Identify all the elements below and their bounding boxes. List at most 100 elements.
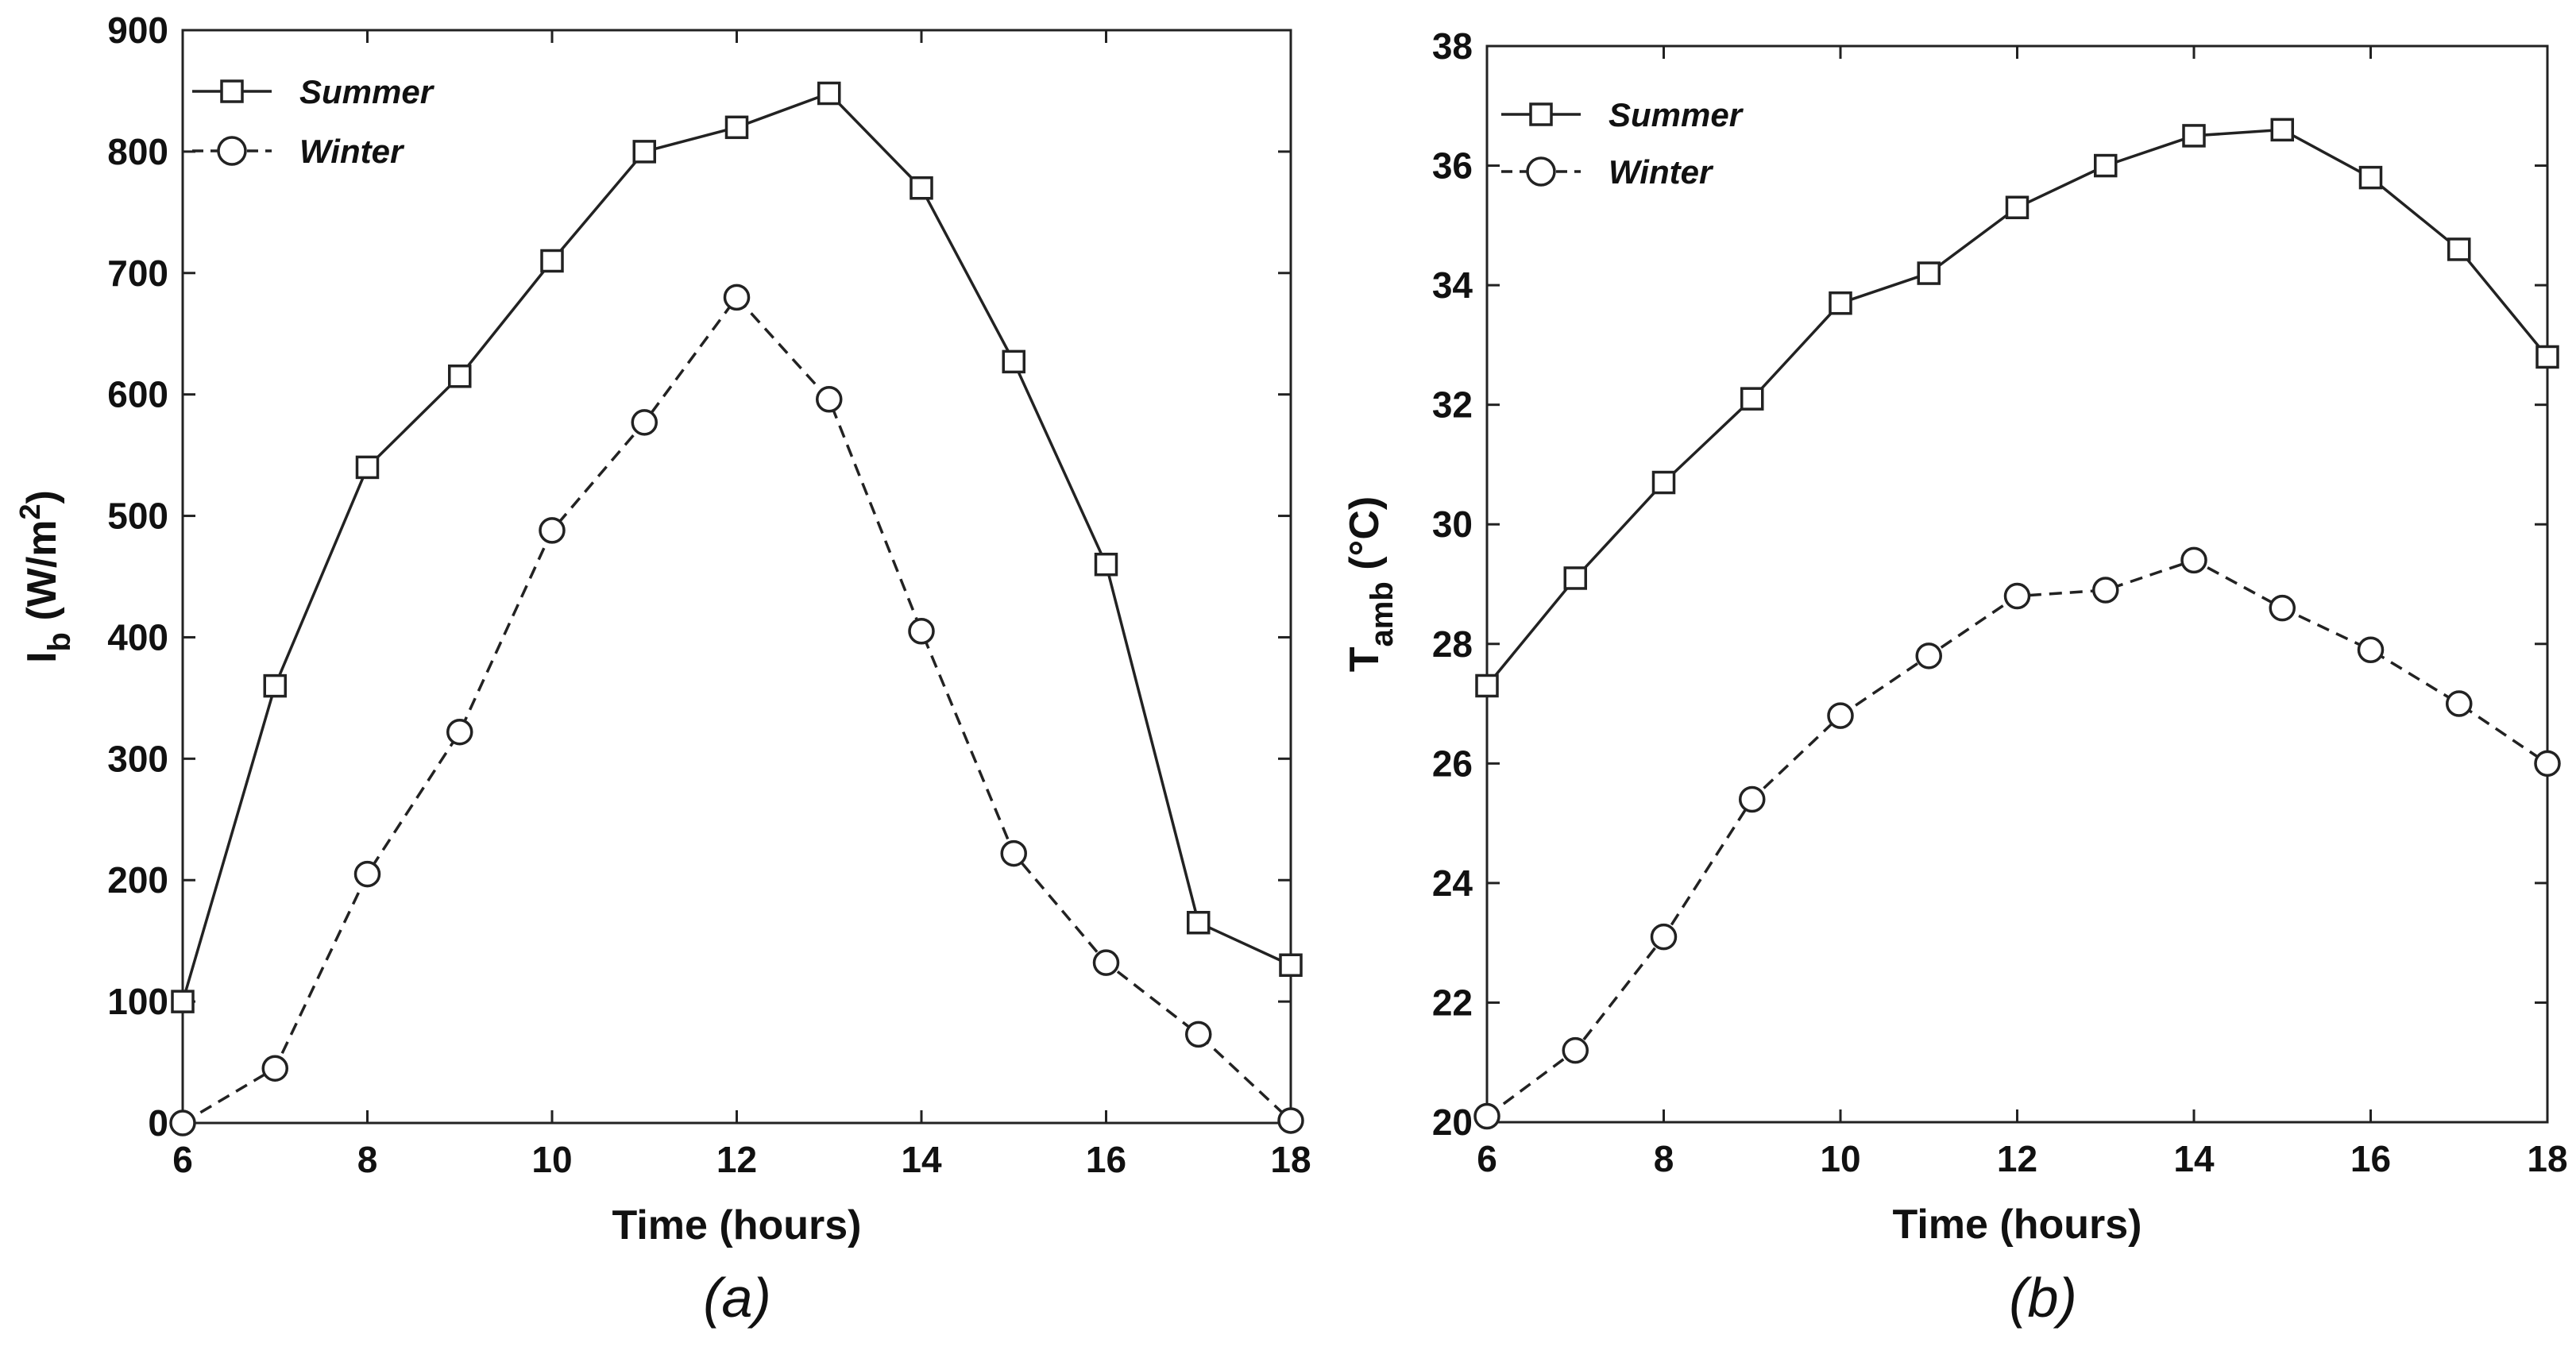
data-point-summer — [632, 140, 656, 164]
y-tick-label: 32 — [1432, 384, 1473, 426]
series-line-winter — [1485, 558, 2548, 1117]
y-tick-label: 300 — [107, 738, 168, 779]
data-point-summer — [171, 990, 195, 1013]
data-point-summer — [910, 176, 933, 200]
data-point-winter — [2092, 577, 2119, 604]
y-tick-label: 24 — [1432, 862, 1473, 904]
data-point-winter — [631, 409, 658, 436]
x-tick-label: 16 — [1086, 1139, 1126, 1180]
legend-square-marker — [1529, 102, 1553, 126]
data-point-winter — [539, 517, 566, 544]
y-tick-label: 28 — [1432, 623, 1473, 665]
data-point-winter — [1000, 839, 1027, 867]
data-point-winter — [2357, 636, 2385, 664]
y-tick-label: 36 — [1432, 145, 1473, 187]
data-point-winter — [2269, 594, 2296, 622]
x-tick-label: 10 — [531, 1139, 572, 1180]
data-point-summer — [1917, 261, 1941, 285]
y-tick-label: 800 — [107, 131, 168, 172]
data-point-summer — [263, 673, 287, 698]
data-point-summer — [355, 455, 380, 480]
x-axis-label: Time (hours) — [612, 1202, 862, 1248]
x-tick-label: 12 — [716, 1139, 757, 1180]
panel-caption: (b) — [2009, 1267, 2077, 1329]
data-point-winter — [261, 1055, 288, 1082]
data-point-winter — [816, 386, 843, 413]
data-point-summer — [2358, 165, 2383, 190]
legend-label-summer: Summer — [299, 73, 435, 110]
data-point-summer — [1094, 552, 1118, 577]
x-tick-label: 10 — [1820, 1138, 1860, 1179]
x-tick-label: 8 — [1654, 1138, 1674, 1179]
data-point-summer — [1475, 673, 1499, 698]
data-point-summer — [448, 364, 472, 388]
y-axis-label-unit: (°C) — [1342, 496, 1388, 581]
data-point-winter — [723, 284, 751, 311]
legend-label-winter: Winter — [299, 133, 405, 170]
y-tick-label: 34 — [1432, 264, 1473, 306]
data-point-summer — [2535, 345, 2559, 369]
panel-a-irradiance-chart: 6 8 10 12 14 16 18 0 100 200 300 400 500 600 700 800 900… — [14, 10, 1311, 1329]
data-point-winter — [1092, 949, 1120, 976]
y-tick-label: 700 — [107, 253, 168, 294]
x-tick-label: 16 — [2350, 1138, 2391, 1179]
data-point-winter — [1650, 923, 1678, 951]
y-tick-label: 100 — [107, 981, 168, 1022]
x-tick-label: 6 — [1477, 1138, 1497, 1179]
y-tick-label: 200 — [107, 859, 168, 901]
data-point-summer — [1002, 349, 1025, 374]
data-point-summer — [2005, 195, 2030, 219]
y-axis-label-main: I — [19, 651, 65, 662]
panel-caption: (a) — [703, 1267, 771, 1329]
y-tick-label: 22 — [1432, 982, 1473, 1023]
legend-square-marker — [220, 79, 244, 103]
y-tick-label: 500 — [107, 496, 168, 537]
y-axis-label: Tamb (°C) — [1342, 496, 1400, 672]
y-tick-label: 0 — [148, 1102, 168, 1144]
data-point-summer — [1187, 910, 1211, 935]
data-point-summer — [540, 249, 564, 273]
data-point-winter — [1915, 642, 1942, 669]
data-point-winter — [1277, 1107, 1304, 1134]
x-tick-label: 6 — [172, 1139, 193, 1180]
y-tick-label: 30 — [1432, 504, 1473, 545]
data-point-winter — [1185, 1021, 1212, 1048]
data-point-winter — [2003, 582, 2031, 610]
y-tick-label: 900 — [107, 10, 168, 51]
y-axis-label-subscript: amb — [1365, 581, 1400, 646]
data-point-winter — [1827, 702, 1854, 729]
y-axis-label-subscript: b — [42, 632, 77, 651]
y-axis-label-unit: (W/m — [19, 519, 65, 632]
data-point-summer — [2182, 124, 2206, 148]
data-point-summer — [2094, 153, 2118, 178]
data-point-winter — [2534, 750, 2561, 778]
y-axis-label-unit-close: ) — [19, 490, 65, 504]
y-tick-label: 20 — [1432, 1102, 1473, 1143]
x-tick-label: 14 — [901, 1139, 942, 1180]
data-point-summer — [817, 81, 841, 106]
legend-circle-marker — [1526, 156, 1556, 187]
data-point-winter — [446, 718, 473, 746]
data-point-winter — [2446, 690, 2473, 717]
y-tick-label: 38 — [1432, 25, 1473, 67]
series-line-summer — [181, 91, 1292, 1002]
x-tick-label: 12 — [1997, 1138, 2037, 1179]
data-point-summer — [1651, 470, 1676, 495]
data-point-summer — [1829, 291, 1852, 315]
panel-b-ambient-temperature-chart: 6 8 10 12 14 16 18 20 22 24 26 28 30 32 34 36 38 Time (ho… — [1342, 25, 2568, 1329]
data-point-summer — [2447, 237, 2471, 261]
x-tick-label: 8 — [357, 1139, 378, 1180]
y-axis-label-main: T — [1342, 646, 1388, 672]
y-tick-label: 600 — [107, 374, 168, 415]
data-point-summer — [1740, 387, 1764, 411]
y-tick-label: 26 — [1432, 743, 1473, 784]
x-tick-label: 18 — [1270, 1139, 1311, 1180]
x-tick-label: 14 — [2173, 1138, 2215, 1179]
data-point-summer — [724, 115, 749, 140]
data-point-winter — [1562, 1036, 1589, 1064]
x-axis-label: Time (hours) — [1893, 1202, 2142, 1248]
data-point-summer — [2270, 118, 2294, 142]
plot-frame — [181, 29, 1292, 1125]
